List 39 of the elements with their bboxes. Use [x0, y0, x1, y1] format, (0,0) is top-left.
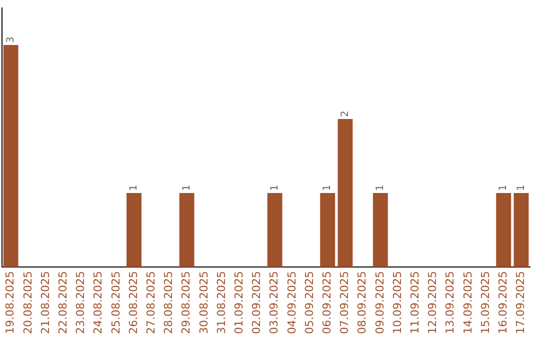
x-tick-label: 22.08.2025: [56, 271, 70, 334]
x-tick-label: 17.09.2025: [514, 271, 528, 334]
data-label: 1: [516, 184, 527, 192]
data-label: 1: [498, 184, 510, 192]
x-tick-label: 21.08.2025: [38, 271, 52, 334]
x-tick-label: 11.09.2025: [408, 271, 422, 334]
data-label: 1: [269, 184, 280, 192]
x-tick-label: 16.09.2025: [496, 271, 510, 334]
x-tick-label: 14.09.2025: [461, 271, 474, 334]
x-tick-label: 10.09.2025: [390, 271, 404, 334]
x-tick-label: 12.09.2025: [426, 271, 440, 334]
x-tick-label: 04.09.2025: [285, 271, 298, 334]
data-label: 3: [5, 36, 16, 44]
x-tick-label: 06.09.2025: [320, 271, 334, 334]
data-label: 1: [322, 184, 334, 192]
x-tick-label: 30.08.2025: [197, 271, 210, 334]
data-label: 1: [181, 184, 192, 192]
data-label: 2: [340, 110, 351, 118]
x-tick-label: 05.09.2025: [302, 271, 316, 334]
x-tick-label: 09.09.2025: [373, 271, 386, 334]
data-label: 1: [374, 184, 386, 192]
x-tick-label: 24.08.2025: [92, 271, 105, 334]
x-tick-label: 03.09.2025: [268, 271, 281, 334]
x-tick-label: 25.08.2025: [109, 271, 122, 334]
x-tick-label: 07.09.2025: [338, 271, 352, 334]
x-tick-label: 23.08.2025: [74, 271, 88, 334]
x-tick-label: 31.08.2025: [214, 271, 228, 334]
x-tick-label: 01.09.2025: [232, 271, 246, 334]
x-tick-label: 20.08.2025: [21, 271, 34, 334]
x-tick-label: 08.09.2025: [356, 271, 369, 334]
x-tick-label: 13.09.2025: [444, 271, 457, 334]
x-tick-label: 27.08.2025: [144, 271, 158, 334]
data-label: 1: [128, 184, 140, 192]
x-tick-label: 26.08.2025: [126, 271, 140, 334]
x-tick-label: 28.08.2025: [162, 271, 176, 334]
x-tick-label: 29.08.2025: [180, 271, 193, 334]
x-tick-label: 15.09.2025: [478, 271, 492, 334]
x-tick-label: 02.09.2025: [250, 271, 264, 334]
x-tick-label: 19.08.2025: [4, 271, 17, 334]
